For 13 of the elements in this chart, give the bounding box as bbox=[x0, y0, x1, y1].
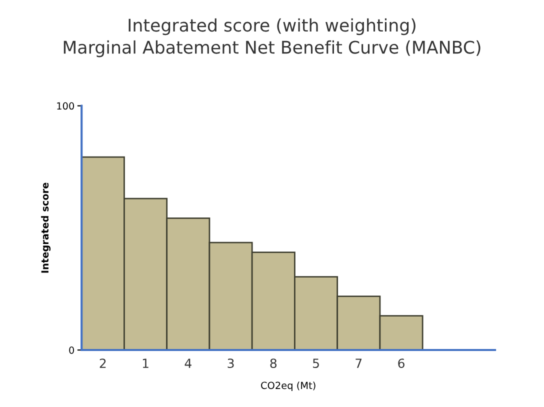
y-tick-label: 0 bbox=[69, 346, 74, 354]
x-tick-label: 3 bbox=[228, 358, 234, 368]
x-tick-label: 6 bbox=[398, 358, 404, 368]
y-tick-label: 100 bbox=[57, 102, 74, 110]
x-tick-label: 2 bbox=[100, 358, 106, 368]
y-axis-title: Integrated score bbox=[41, 182, 51, 273]
chart-title: Integrated score (with weighting) Marginal Abatement Net Benefit Curve (MANBC) bbox=[64, 18, 480, 58]
x-tick-label: 4 bbox=[184, 358, 192, 368]
x-axis-title: CO2eq (Mt) bbox=[261, 382, 316, 391]
x-tick-label: 1 bbox=[142, 358, 148, 368]
x-tick-label: 7 bbox=[356, 358, 362, 368]
x-tick-label: 5 bbox=[313, 358, 319, 368]
x-tick-label: 8 bbox=[270, 358, 277, 368]
